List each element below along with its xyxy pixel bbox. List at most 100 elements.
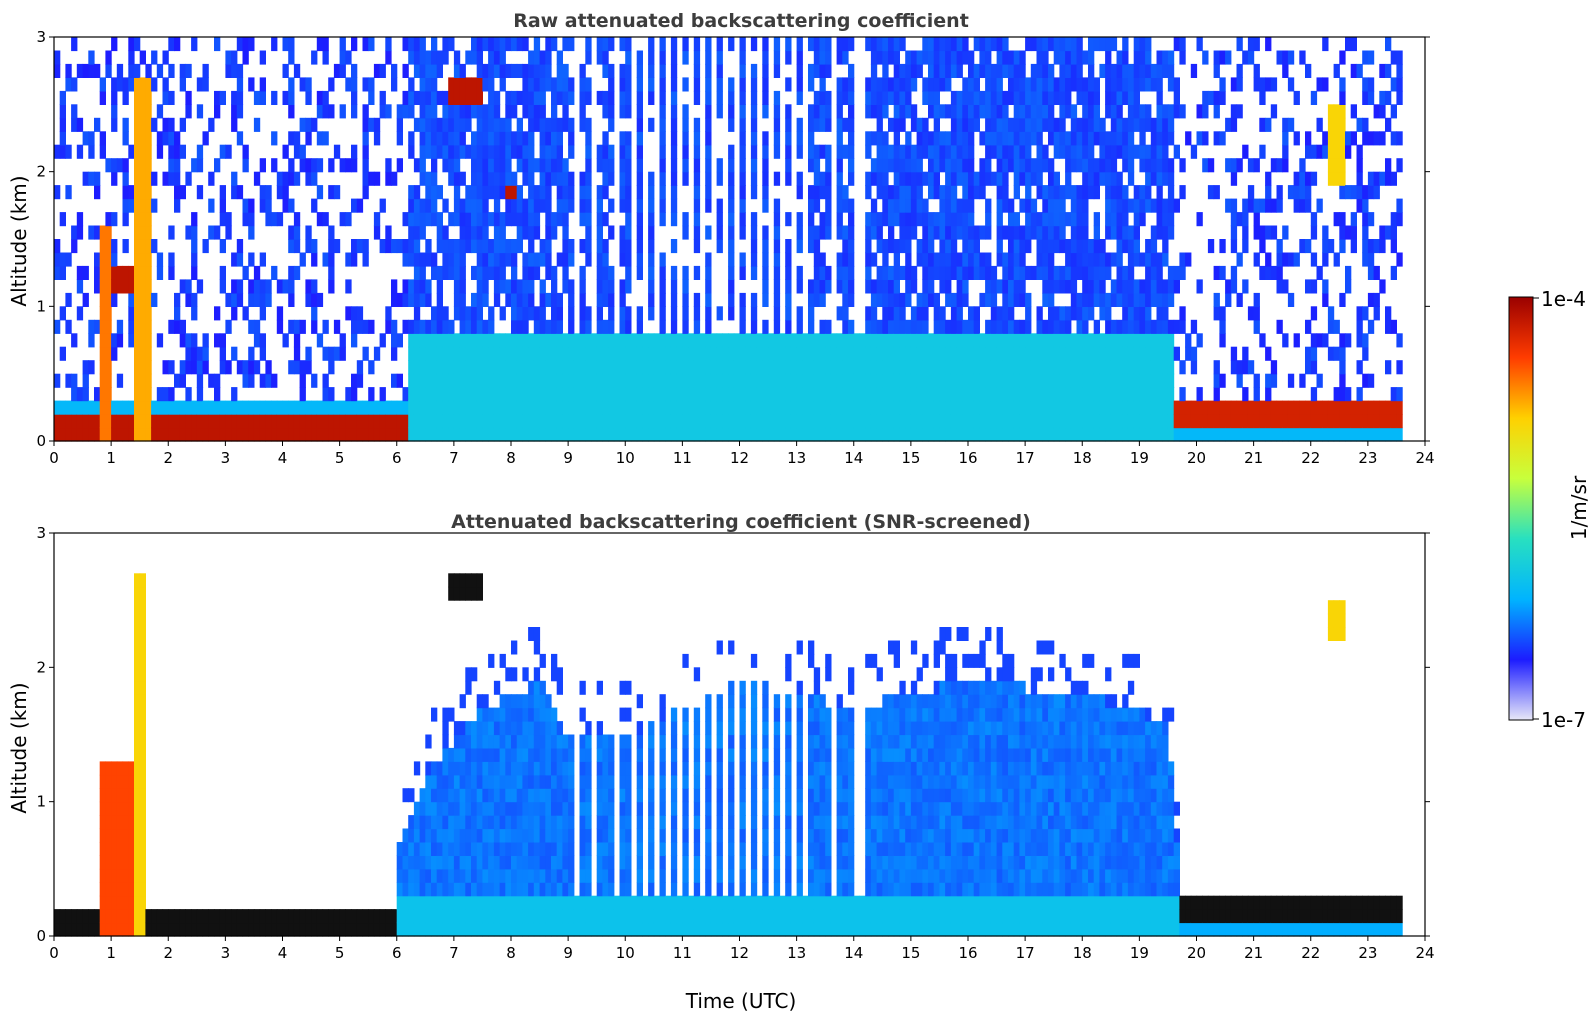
heatmap-cell xyxy=(888,37,895,52)
heatmap-cell xyxy=(385,427,392,442)
heatmap-cell xyxy=(413,882,421,897)
heatmap-cell xyxy=(739,131,746,146)
heatmap-cell xyxy=(288,922,295,937)
heatmap-cell xyxy=(516,131,523,146)
heatmap-cell xyxy=(596,360,603,375)
heatmap-cell xyxy=(259,158,266,173)
heatmap-cell xyxy=(1013,144,1020,159)
heatmap-cell xyxy=(636,414,643,429)
heatmap-cell xyxy=(385,37,392,52)
heatmap-cell xyxy=(648,400,655,415)
heatmap-cell xyxy=(396,895,403,910)
heatmap-cell xyxy=(716,171,723,186)
heatmap-cell xyxy=(648,63,655,78)
heatmap-cell xyxy=(488,239,495,254)
heatmap-cell xyxy=(328,387,335,402)
heatmap-cell xyxy=(482,868,489,883)
heatmap-cell xyxy=(128,909,135,924)
heatmap-cell xyxy=(950,50,958,65)
heatmap-cell xyxy=(59,306,66,321)
heatmap-cell xyxy=(1036,427,1043,442)
heatmap-cell xyxy=(431,37,438,52)
heatmap-cell xyxy=(870,171,878,186)
heatmap-cell xyxy=(351,319,358,334)
heatmap-cell xyxy=(82,373,89,388)
heatmap-cell xyxy=(625,63,632,78)
heatmap-cell xyxy=(516,198,523,213)
heatmap-cell xyxy=(996,158,1003,173)
heatmap-cell xyxy=(488,868,495,883)
heatmap-cell xyxy=(299,427,306,442)
heatmap-cell xyxy=(293,212,301,227)
heatmap-cell xyxy=(396,842,403,856)
heatmap-cell xyxy=(1345,185,1352,200)
heatmap-cell xyxy=(1196,212,1203,227)
heatmap-cell xyxy=(465,868,472,883)
heatmap-cell xyxy=(922,239,929,254)
heatmap-cell xyxy=(174,198,181,213)
heatmap-cell xyxy=(1076,225,1083,240)
heatmap-cell xyxy=(1333,144,1340,159)
heatmap-cell xyxy=(836,387,843,402)
heatmap-cell xyxy=(345,77,352,92)
heatmap-cell xyxy=(459,815,466,830)
heatmap-cell xyxy=(1053,279,1060,294)
heatmap-cell xyxy=(402,414,409,429)
heatmap-cell xyxy=(773,360,781,375)
heatmap-cell xyxy=(1122,427,1129,442)
heatmap-cell xyxy=(865,90,872,105)
heatmap-cell xyxy=(1162,252,1169,267)
heatmap-cell xyxy=(888,144,895,159)
heatmap-cell xyxy=(1396,414,1403,429)
heatmap-cell xyxy=(699,414,706,429)
heatmap-cell xyxy=(1385,414,1392,429)
heatmap-cell xyxy=(1236,212,1243,227)
heatmap-cell xyxy=(710,373,718,388)
heatmap-cell xyxy=(453,158,461,173)
heatmap-cell xyxy=(1036,104,1043,119)
heatmap-cell xyxy=(1145,158,1152,173)
heatmap-cell xyxy=(505,346,512,361)
heatmap-cell xyxy=(482,721,489,736)
heatmap-cell xyxy=(756,427,763,442)
heatmap-cell xyxy=(1173,427,1180,442)
heatmap-cell xyxy=(139,144,146,159)
heatmap-cell xyxy=(551,360,558,375)
heatmap-cell xyxy=(676,414,683,429)
heatmap-cell xyxy=(899,212,906,227)
heatmap-cell xyxy=(196,387,204,402)
heatmap-cell xyxy=(1259,198,1266,213)
heatmap-cell xyxy=(442,265,449,280)
heatmap-cell xyxy=(933,373,940,388)
heatmap-cell xyxy=(105,922,112,937)
heatmap-cell xyxy=(82,265,89,280)
heatmap-cell xyxy=(899,360,906,375)
heatmap-cell xyxy=(636,265,643,280)
heatmap-cell xyxy=(573,360,581,375)
heatmap-cell xyxy=(876,50,883,65)
heatmap-cell xyxy=(122,868,129,883)
heatmap-cell xyxy=(425,346,432,361)
heatmap-cell xyxy=(128,292,135,307)
heatmap-cell xyxy=(1265,198,1272,213)
heatmap-cell xyxy=(288,158,295,173)
heatmap-cell xyxy=(1327,239,1335,254)
heatmap-cell xyxy=(1065,333,1072,348)
heatmap-cell xyxy=(431,212,438,227)
heatmap-cell xyxy=(231,90,238,105)
heatmap-cell xyxy=(1053,239,1060,254)
heatmap-cell xyxy=(448,895,455,910)
heatmap-cell xyxy=(1179,427,1186,442)
heatmap-cell xyxy=(790,400,798,415)
heatmap-cell xyxy=(174,400,181,415)
heatmap-cell xyxy=(665,360,672,375)
heatmap-cell xyxy=(122,801,129,816)
heatmap-cell xyxy=(265,279,272,294)
heatmap-cell xyxy=(1070,131,1078,146)
heatmap-cell xyxy=(116,158,124,173)
heatmap-cell xyxy=(168,252,175,267)
heatmap-cell xyxy=(259,414,266,429)
heatmap-cell xyxy=(568,346,575,361)
heatmap-cell xyxy=(705,319,712,334)
heatmap-cell xyxy=(882,171,889,186)
